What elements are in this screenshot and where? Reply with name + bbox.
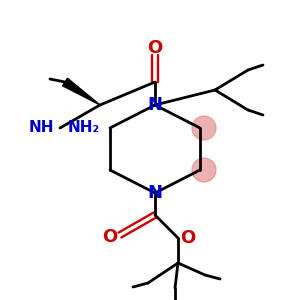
Circle shape (192, 116, 216, 140)
Text: O: O (102, 228, 118, 246)
Polygon shape (62, 78, 100, 105)
Text: O: O (147, 39, 163, 57)
Text: O: O (180, 229, 196, 247)
Text: NH₂: NH₂ (68, 119, 100, 134)
Text: NH: NH (28, 119, 54, 134)
Text: N: N (148, 184, 163, 202)
Text: N: N (148, 96, 163, 114)
Circle shape (192, 158, 216, 182)
